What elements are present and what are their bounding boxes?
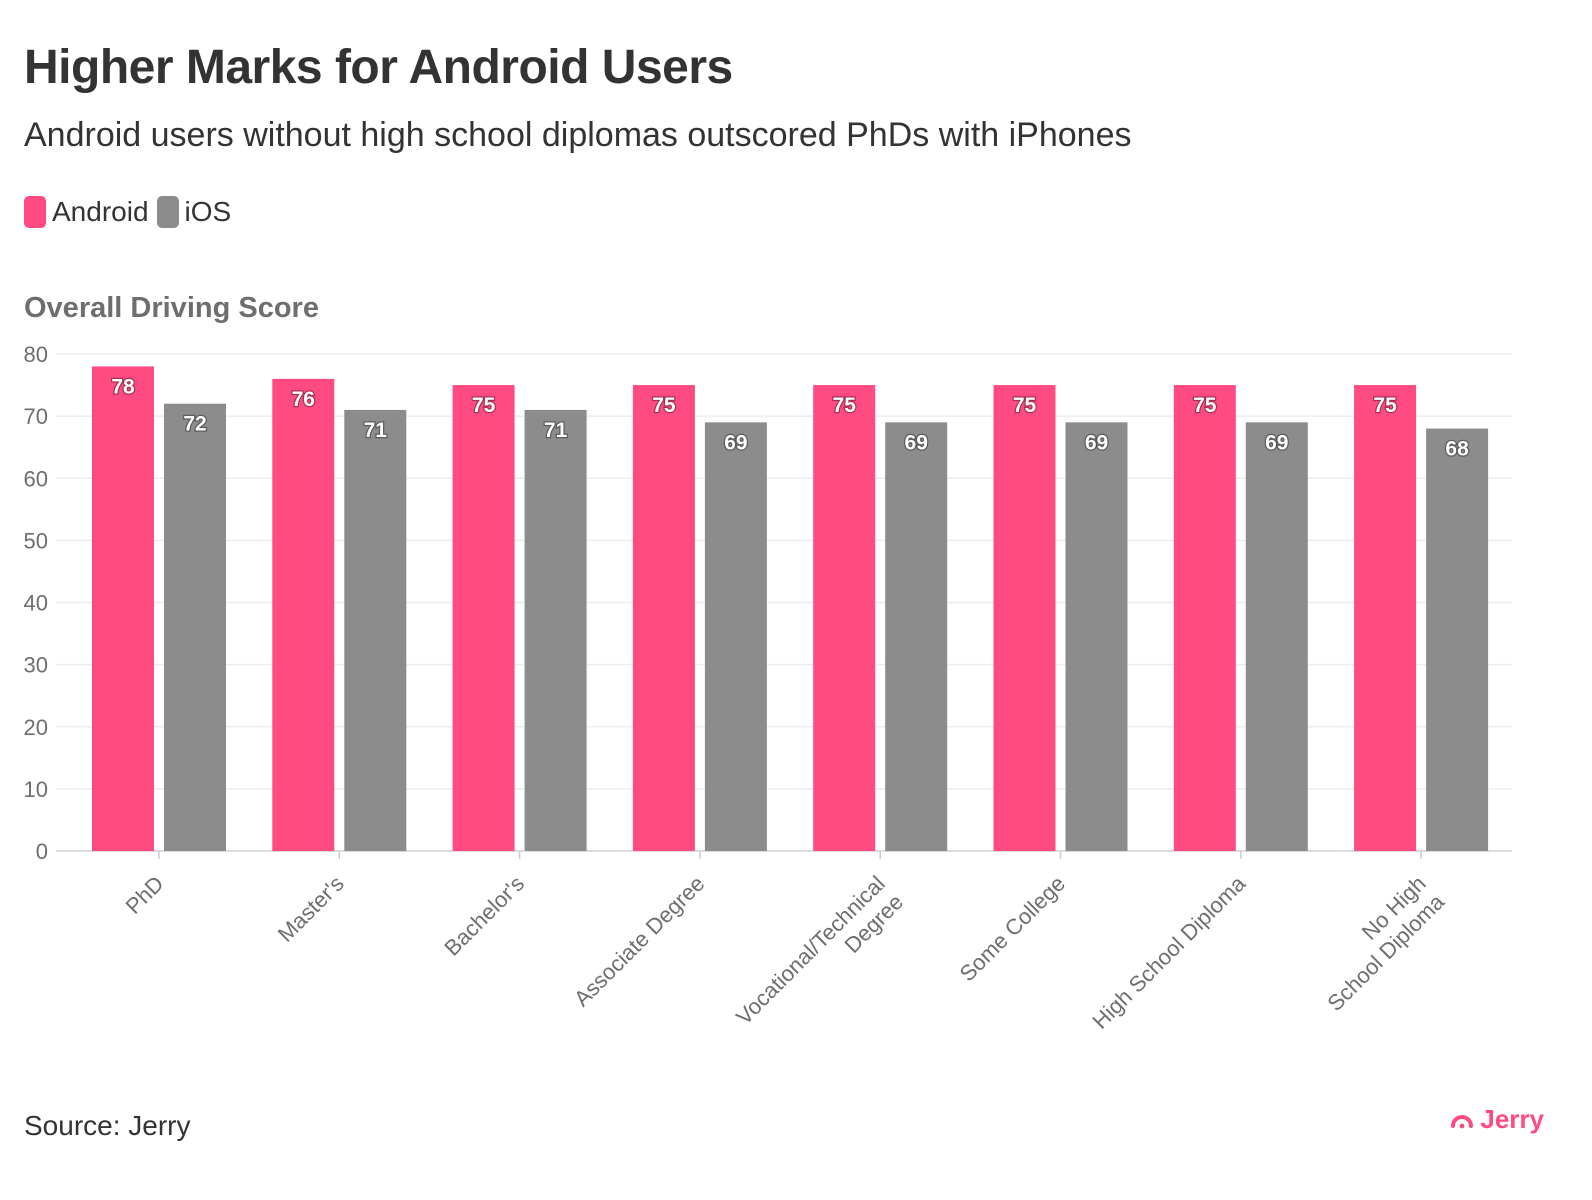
data-label: 71 — [544, 419, 568, 442]
bar-android[interactable] — [452, 385, 515, 851]
x-tick-label: Master's — [273, 871, 349, 947]
x-tick-label-line: Some College — [955, 871, 1070, 986]
bar-ios[interactable] — [1426, 428, 1489, 851]
x-tick-label-line: Vocational/Technical — [731, 871, 890, 1030]
bar-android[interactable] — [1173, 385, 1236, 851]
y-tick-label: 60 — [24, 466, 48, 491]
x-tick-label: No HighSchool Diploma — [1304, 870, 1450, 1016]
legend-swatch-ios — [156, 196, 179, 228]
bar-android[interactable] — [813, 385, 876, 851]
data-label: 76 — [292, 388, 315, 411]
bar-ios[interactable] — [524, 409, 587, 851]
bar-ios[interactable] — [164, 403, 226, 851]
data-label: 75 — [1193, 394, 1217, 417]
x-tick-label: Vocational/TechnicalDegree — [731, 871, 908, 1048]
chart-title: Higher Marks for Android Users — [24, 41, 733, 94]
data-label: 75 — [1373, 394, 1397, 417]
chart-subtitle: Android users without high school diplom… — [24, 116, 1132, 154]
data-label: 75 — [472, 394, 496, 417]
x-tick-label-line: Associate Degree — [569, 871, 709, 1011]
x-tick-label: Bachelor's — [439, 871, 529, 961]
y-tick-label: 30 — [24, 653, 48, 678]
legend-label-android: Android — [52, 196, 149, 227]
data-label: 69 — [1265, 431, 1288, 454]
x-tick-label-line: High School Diploma — [1087, 870, 1250, 1033]
legend-swatch-android — [24, 196, 46, 228]
bar-android[interactable] — [92, 366, 154, 851]
y-tick-label: 80 — [24, 342, 48, 367]
x-tick-label: Some College — [955, 871, 1070, 986]
brand-name: Jerry — [1480, 1104, 1544, 1134]
y-axis-title: Overall Driving Score — [24, 292, 319, 324]
bar-ios[interactable] — [704, 422, 767, 851]
data-label: 69 — [724, 431, 747, 454]
y-tick-label: 40 — [24, 591, 48, 616]
y-tick-label: 50 — [24, 528, 48, 553]
legend-label-ios: iOS — [184, 196, 232, 227]
x-tick-label-line: Master's — [273, 871, 349, 947]
data-label: 69 — [1085, 431, 1108, 454]
legend-item-android[interactable]: Android — [24, 196, 149, 228]
x-tick-label: PhD — [121, 871, 169, 919]
data-label: 71 — [364, 419, 388, 442]
brand-logo: Jerry — [1450, 1104, 1544, 1135]
x-tick-label-line: Bachelor's — [439, 871, 529, 961]
x-tick-label-line: PhD — [121, 871, 169, 919]
bar-ios[interactable] — [885, 422, 948, 851]
data-label: 75 — [652, 394, 676, 417]
bar-android[interactable] — [1354, 385, 1417, 851]
y-tick-label: 70 — [24, 404, 48, 429]
data-label: 69 — [905, 431, 928, 454]
source-note: Source: Jerry — [24, 1110, 191, 1141]
y-tick-label: 0 — [36, 839, 48, 864]
bar-ios[interactable] — [344, 409, 407, 851]
bar-android[interactable] — [632, 385, 695, 851]
bar-chart: 0 10 20 30 40 50 60 70 80 78 72 PhD 76 71 Master's 75 71… — [24, 342, 1512, 1048]
chart-legend: Android iOS — [24, 196, 239, 228]
y-tick-label: 20 — [24, 715, 48, 740]
bar-android[interactable] — [272, 378, 335, 851]
legend-item-ios[interactable]: iOS — [156, 196, 232, 228]
bar-ios[interactable] — [1065, 422, 1128, 851]
data-label: 78 — [111, 375, 135, 398]
x-tick-label: High School Diploma — [1087, 870, 1250, 1033]
bar-android[interactable] — [993, 385, 1056, 851]
bar-ios[interactable] — [1245, 422, 1308, 851]
x-tick-label: Associate Degree — [569, 871, 709, 1011]
y-tick-label: 10 — [24, 777, 48, 802]
jerry-logo-icon — [1451, 1114, 1474, 1128]
data-label: 72 — [183, 413, 206, 436]
data-label: 68 — [1445, 438, 1469, 461]
data-label: 75 — [1013, 394, 1037, 417]
data-label: 75 — [833, 394, 857, 417]
